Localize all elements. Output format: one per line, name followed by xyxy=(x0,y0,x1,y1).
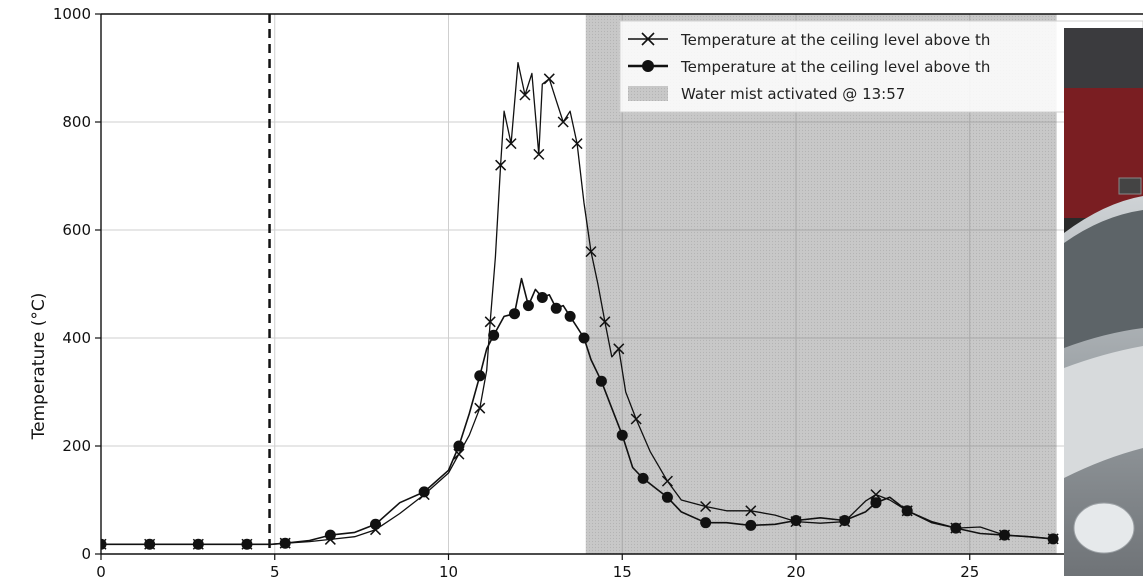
data-point-x xyxy=(557,116,569,128)
data-point-dot xyxy=(839,515,851,527)
data-point-x xyxy=(571,138,583,150)
data-point-dot xyxy=(144,538,156,550)
series-group xyxy=(101,61,1059,550)
y-tick-label: 600 xyxy=(62,221,91,239)
data-point-x xyxy=(474,402,486,414)
data-point-dot xyxy=(550,302,562,314)
data-point-dot xyxy=(790,515,802,527)
data-point-dot xyxy=(418,486,430,498)
series-line-2 xyxy=(101,277,1054,546)
data-point-x xyxy=(700,500,712,513)
y-tick-label: 800 xyxy=(62,113,91,131)
legend: Temperature at the ceiling level above t… xyxy=(619,20,1143,113)
data-point-dot xyxy=(745,519,757,531)
data-point-dot xyxy=(999,529,1010,541)
data-point-x xyxy=(599,316,611,328)
y-tick-labels: 0 200 400 600 800 1000 xyxy=(53,5,101,563)
data-point-dot xyxy=(324,529,336,541)
data-point-dot xyxy=(370,518,382,530)
data-point-dot xyxy=(616,429,628,441)
series-2 xyxy=(101,277,1059,550)
y-tick-label: 400 xyxy=(62,329,91,347)
data-point-x xyxy=(745,505,757,517)
data-point-dot xyxy=(564,310,576,322)
data-point-dot xyxy=(279,537,291,549)
data-point-dot xyxy=(700,517,712,529)
car-headlight xyxy=(1073,502,1135,554)
data-point-x xyxy=(453,448,465,460)
legend-item-x-marker: Temperature at the ceiling level above t… xyxy=(628,31,990,49)
data-point-dot xyxy=(870,497,882,509)
data-point-dot xyxy=(637,472,649,484)
x-tick-label: 25 xyxy=(960,563,979,581)
x-tick-label: 20 xyxy=(786,563,805,581)
y-tick-label: 200 xyxy=(62,437,91,455)
legend-item-shade: Water mist activated @ 13:57 xyxy=(628,85,905,103)
car-photo-inset xyxy=(1064,28,1143,576)
series-line-1 xyxy=(101,61,1054,545)
data-point-dot xyxy=(950,522,962,534)
data-point-dot xyxy=(522,300,534,312)
data-point-dot xyxy=(661,491,673,503)
data-point-x xyxy=(484,316,496,328)
data-point-x xyxy=(613,343,625,355)
data-point-x xyxy=(661,475,673,487)
data-point-dot xyxy=(192,538,204,550)
legend-label-x-series: Temperature at the ceiling level above t… xyxy=(680,31,990,49)
data-point-x xyxy=(870,489,882,501)
data-point-x xyxy=(543,73,555,85)
car-hood-highlight xyxy=(1064,346,1143,478)
data-point-x xyxy=(519,89,531,101)
x-tick-labels: 0 5 10 15 20 25 xyxy=(96,554,979,581)
data-point-x xyxy=(630,413,642,425)
y-tick-label: 1000 xyxy=(53,5,91,23)
x-tick-label: 10 xyxy=(439,563,458,581)
y-tick-label: 0 xyxy=(81,545,91,563)
data-point-dot xyxy=(901,505,913,517)
data-point-dot xyxy=(1047,533,1059,545)
data-point-x xyxy=(533,148,545,160)
data-point-x xyxy=(505,138,517,150)
data-point-x xyxy=(585,246,597,258)
x-tick-label: 15 xyxy=(613,563,632,581)
data-point-dot xyxy=(488,329,500,341)
legend-frame xyxy=(619,20,1143,113)
legend-label-water-mist: Water mist activated @ 13:57 xyxy=(681,85,905,103)
data-point-dot xyxy=(101,538,107,550)
data-point-dot xyxy=(536,292,548,303)
data-point-dot xyxy=(578,332,590,344)
data-point-dot xyxy=(595,375,607,387)
legend-label-dot-series: Temperature at the ceiling level above t… xyxy=(680,58,990,76)
car-roof-sign xyxy=(1118,177,1142,195)
y-axis-label: Temperature (°C) xyxy=(29,293,49,441)
data-point-x xyxy=(495,159,507,171)
data-point-dot xyxy=(453,440,465,452)
legend-item-dot-marker: Temperature at the ceiling level above t… xyxy=(628,58,990,76)
data-point-dot xyxy=(509,308,521,320)
x-tick-label: 0 xyxy=(96,563,106,581)
photo-red-curtain xyxy=(1064,88,1143,218)
photo-ceiling xyxy=(1064,28,1143,88)
x-tick-label: 5 xyxy=(270,563,280,581)
car-windshield xyxy=(1064,210,1143,348)
data-point-dot xyxy=(474,370,486,382)
data-point-dot xyxy=(241,538,253,550)
